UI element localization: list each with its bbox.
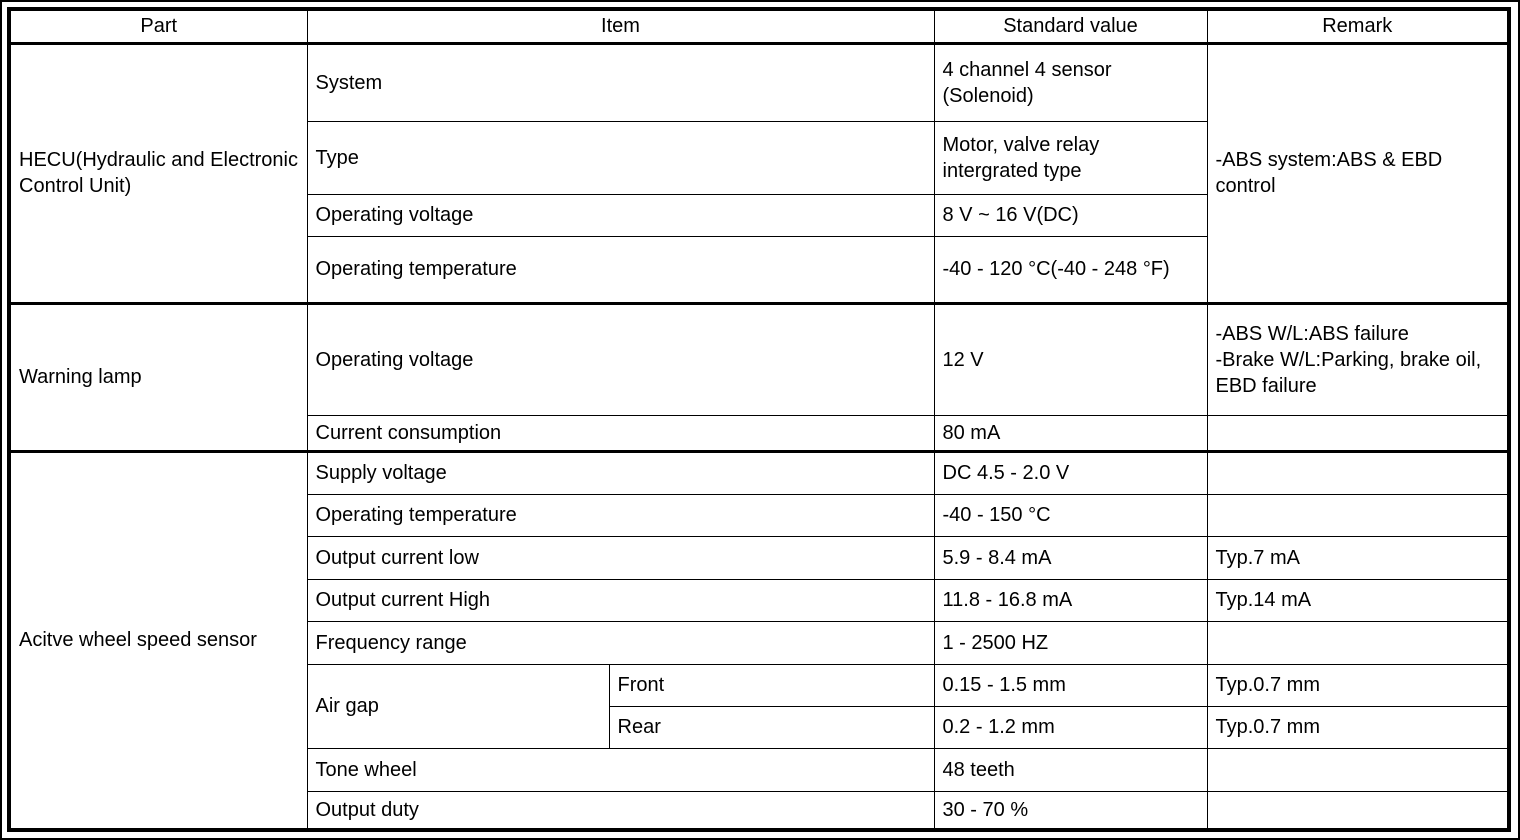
value-cell-air-gap-front: 0.15 - 1.5 mm (933, 663, 1208, 707)
item-cell-wl-operating-voltage: Operating voltage (306, 301, 935, 416)
header-row: Part Item Standard value Remark (8, 8, 1510, 44)
remark-cell-hecu: -ABS system:ABS & EBD control (1206, 41, 1510, 304)
item-cell-operating-temperature: Operating temperature (306, 235, 935, 304)
item-cell-operating-voltage: Operating voltage (306, 193, 935, 237)
col-header-part: Part (8, 8, 308, 44)
item-cell-air-gap: Air gap (306, 663, 610, 749)
table-row-wss-air-gap-rear: Rear 0.2 - 1.2 mm Typ.0.7 mm (9, 705, 1510, 749)
value-cell-frequency-range: 1 - 2500 HZ (933, 620, 1208, 665)
table-row-wss-output-current-high: Output current High 11.8 - 16.8 mA Typ.1… (9, 578, 1510, 622)
remark-cell-output-duty (1206, 790, 1510, 831)
remark-cell-warning-lamp: -ABS W/L:ABS failure -Brake W/L:Parking,… (1206, 301, 1510, 416)
remark-cell-supply-voltage (1206, 449, 1510, 495)
table-row-hecu-system: HECU(Hydraulic and Electronic Control Un… (8, 41, 1510, 304)
part-cell-hecu: HECU(Hydraulic and Electronic Control Un… (8, 41, 308, 304)
item-cell-output-current-high: Output current High (306, 578, 935, 622)
remark-cell-tone-wheel (1206, 747, 1510, 792)
spec-table: Part Item Standard value Remark HECU(Hyd… (7, 7, 1511, 832)
table-row-wss-tone-wheel: Tone wheel 48 teeth (9, 747, 1510, 792)
value-cell-system: 4 channel 4 sensor (Solenoid) (933, 41, 1208, 122)
table-row-wss-output-duty: Output duty 30 - 70 % (9, 790, 1510, 831)
item-cell-type: Type (306, 120, 935, 195)
part-cell-wheel-speed-sensor: Acitve wheel speed sensor (8, 449, 308, 831)
col-header-standard-value: Standard value (933, 8, 1208, 44)
item-cell-current-consumption: Current consumption (306, 414, 935, 452)
col-header-item: Item (306, 8, 935, 44)
col-header-remark: Remark (1206, 8, 1510, 44)
value-cell-current-consumption: 80 mA (933, 414, 1208, 452)
item-cell-frequency-range: Frequency range (306, 620, 935, 665)
part-cell-warning-lamp: Warning lamp (8, 301, 308, 452)
item-cell-output-duty: Output duty (306, 790, 935, 831)
value-cell-wl-operating-voltage: 12 V (933, 301, 1208, 416)
value-cell-tone-wheel: 48 teeth (933, 747, 1208, 792)
table-row-hecu-operating-voltage: Operating voltage 8 V ~ 16 V(DC) (9, 193, 1509, 237)
table-row-wss-air-gap-front: Air gap Front 0.15 - 1.5 mm Typ.0.7 mm (9, 663, 1510, 749)
value-cell-supply-voltage: DC 4.5 - 2.0 V (933, 449, 1208, 495)
value-cell-output-duty: 30 - 70 % (933, 790, 1208, 831)
table-row-hecu-operating-temperature: Operating temperature -40 - 120 °C(-40 -… (9, 235, 1509, 304)
item-cell-supply-voltage: Supply voltage (306, 449, 935, 495)
remark-cell-output-current-low: Typ.7 mA (1206, 535, 1510, 580)
item-cell-output-current-low: Output current low (306, 535, 935, 580)
remark-cell-air-gap-rear: Typ.0.7 mm (1206, 705, 1510, 749)
value-cell-output-current-low: 5.9 - 8.4 mA (933, 535, 1208, 580)
value-cell-output-current-high: 11.8 - 16.8 mA (933, 578, 1208, 622)
table-row-wss-frequency-range: Frequency range 1 - 2500 HZ (9, 620, 1510, 665)
item-cell-system: System (306, 41, 935, 122)
remark-cell-wss-operating-temperature (1206, 493, 1510, 537)
remark-cell-frequency-range (1206, 620, 1510, 665)
sub-item-cell-rear: Rear (608, 705, 935, 749)
sub-item-cell-front: Front (608, 663, 935, 707)
table-row-wss-operating-temperature: Operating temperature -40 - 150 °C (9, 493, 1510, 537)
value-cell-operating-voltage: 8 V ~ 16 V(DC) (933, 193, 1208, 237)
value-cell-type: Motor, valve relay intergrated type (933, 120, 1208, 195)
remark-cell-output-current-high: Typ.14 mA (1206, 578, 1510, 622)
value-cell-operating-temperature: -40 - 120 °C(-40 - 248 °F) (933, 235, 1208, 304)
table-row-wss-supply-voltage: Acitve wheel speed sensor Supply voltage… (8, 449, 1510, 831)
value-cell-wss-operating-temperature: -40 - 150 °C (933, 493, 1208, 537)
remark-cell-current-consumption (1206, 414, 1510, 452)
remark-cell-air-gap-front: Typ.0.7 mm (1206, 663, 1510, 707)
table-row-hecu-type: Type Motor, valve relay intergrated type (9, 120, 1509, 195)
value-cell-air-gap-rear: 0.2 - 1.2 mm (933, 705, 1208, 749)
item-cell-tone-wheel: Tone wheel (306, 747, 935, 792)
table-row-warning-lamp-voltage: Warning lamp Operating voltage 12 V -ABS… (8, 301, 1510, 452)
item-cell-wss-operating-temperature: Operating temperature (306, 493, 935, 537)
table-row-wss-output-current-low: Output current low 5.9 - 8.4 mA Typ.7 mA (9, 535, 1510, 580)
